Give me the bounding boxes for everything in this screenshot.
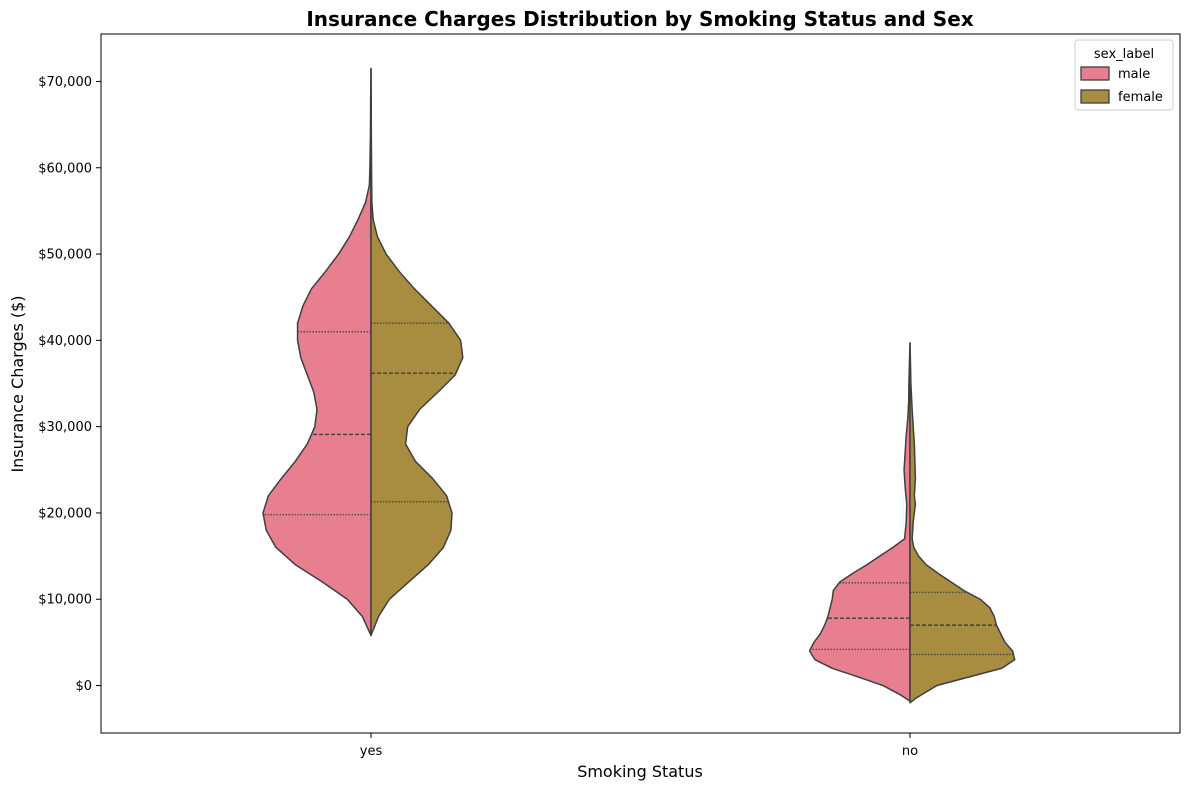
x-axis-label: Smoking Status bbox=[577, 762, 703, 781]
chart-title: Insurance Charges Distribution by Smokin… bbox=[306, 7, 973, 31]
violin-yes-female bbox=[370, 67, 464, 637]
violin-layer bbox=[262, 67, 1016, 704]
violin-no-male bbox=[808, 342, 911, 702]
violin-no-female bbox=[909, 342, 1016, 704]
y-tick-label-20000: $20,000 bbox=[38, 506, 92, 521]
legend-label-female: female bbox=[1118, 90, 1163, 105]
plot-frame bbox=[100, 33, 1181, 734]
x-tick-label-no: no bbox=[902, 744, 918, 759]
y-tick-label-70000: $70,000 bbox=[38, 75, 92, 90]
legend-label-male: male bbox=[1118, 67, 1150, 82]
y-axis-label: Insurance Charges ($) bbox=[8, 295, 27, 472]
y-tick-label-40000: $40,000 bbox=[38, 334, 92, 349]
x-tick-label-yes: yes bbox=[360, 744, 383, 759]
y-tick-label-30000: $30,000 bbox=[38, 420, 92, 435]
y-tick-label-10000: $10,000 bbox=[38, 593, 92, 608]
legend-title: sex_label bbox=[1094, 47, 1154, 62]
violin-yes-male bbox=[262, 67, 372, 637]
legend-swatch-female bbox=[1080, 89, 1110, 104]
axes-layer: $0 $10,000 $20,000 $30,000 $40,000 $50,000 $60… bbox=[38, 33, 1181, 759]
y-tick-label-60000: $60,000 bbox=[38, 161, 92, 176]
y-tick-label-50000: $50,000 bbox=[38, 248, 92, 263]
legend-swatch-male bbox=[1080, 66, 1110, 81]
y-tick-label-0: $0 bbox=[75, 679, 92, 694]
